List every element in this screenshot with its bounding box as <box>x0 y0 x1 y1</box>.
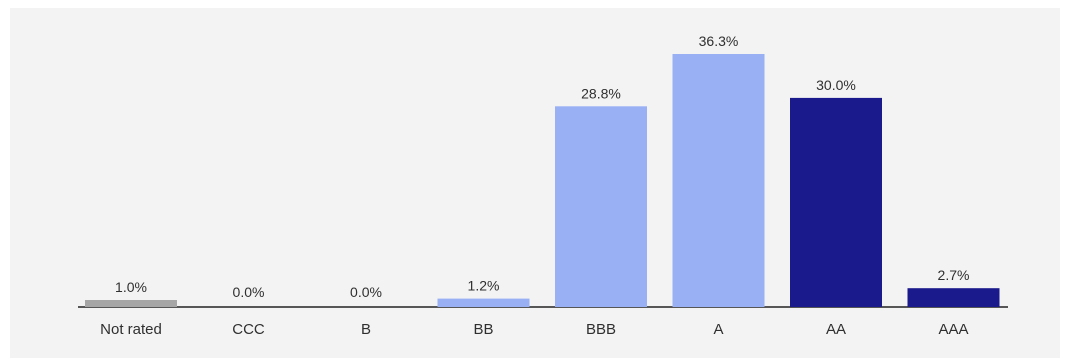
x-tick-label: CCC <box>232 321 265 338</box>
bar-group <box>85 54 1000 308</box>
bar-aa <box>790 97 882 308</box>
bar-a <box>672 54 765 307</box>
data-label: 2.7% <box>938 267 970 283</box>
chart-panel <box>10 8 1060 358</box>
bar-bb <box>437 298 530 307</box>
bar-not-rated <box>85 300 177 307</box>
x-tick-label: BBB <box>586 321 616 338</box>
data-label: 28.8% <box>581 85 621 101</box>
data-label: 1.2% <box>468 278 500 294</box>
data-label: 1.0% <box>115 279 147 295</box>
bar-aaa <box>907 288 1000 307</box>
tick-label-group: Not rated CCC B BB BBB A AA AAA <box>100 321 968 338</box>
data-label: 0.0% <box>350 284 382 300</box>
value-label-group: 1.0% 0.0% 0.0% 1.2% 28.8% 36.3% 30.0% 2.7% <box>115 33 969 300</box>
data-label: 0.0% <box>233 284 265 300</box>
x-tick-label: AA <box>826 321 846 338</box>
x-tick-label: A <box>713 321 723 338</box>
data-label: 36.3% <box>699 33 739 49</box>
data-label: 30.0% <box>816 77 856 93</box>
x-tick-label: AAA <box>938 321 968 338</box>
bar-bbb <box>555 106 647 307</box>
x-tick-label: BB <box>473 321 493 338</box>
x-tick-label: Not rated <box>100 321 162 338</box>
x-tick-label: B <box>361 321 371 338</box>
